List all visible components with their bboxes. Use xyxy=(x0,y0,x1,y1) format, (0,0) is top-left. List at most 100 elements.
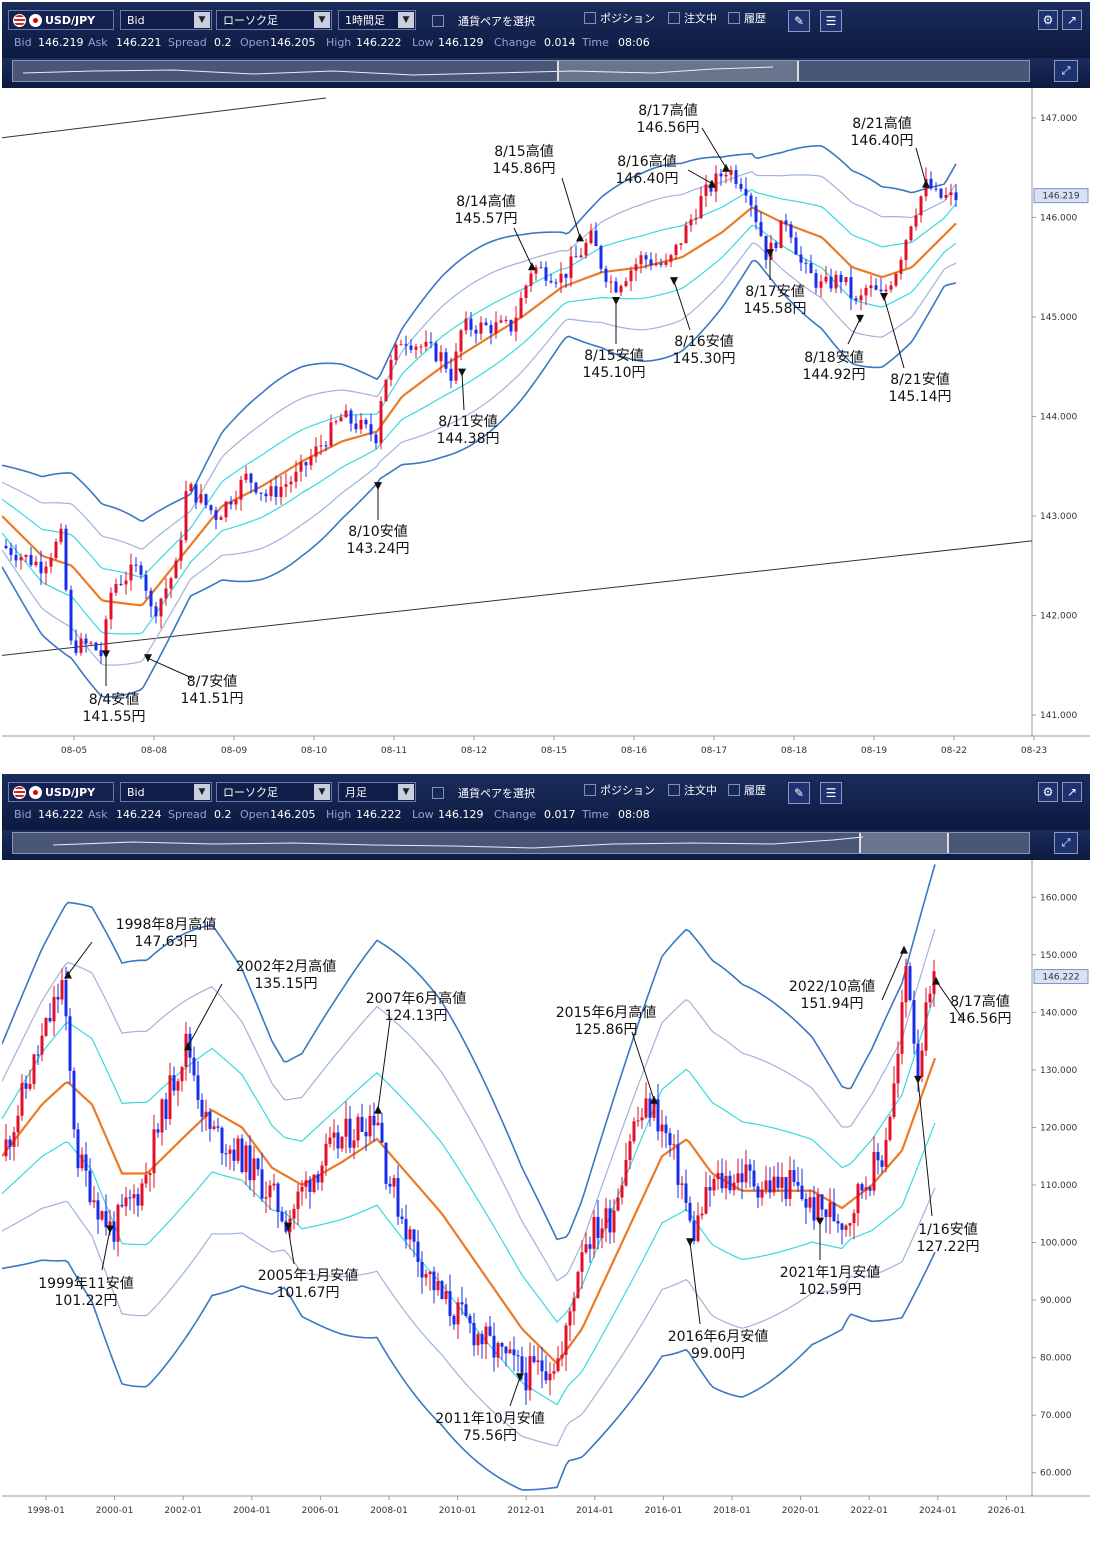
indicator-button[interactable]: ☰ xyxy=(820,782,842,804)
band-line xyxy=(2,1251,936,1491)
checkbox-icon[interactable] xyxy=(432,15,444,27)
chart-type-select[interactable]: ローソク足 ▼ xyxy=(216,782,332,802)
navigator-track[interactable] xyxy=(12,60,1030,82)
candle-body xyxy=(132,1194,136,1199)
change-value: 0.017 xyxy=(544,808,576,821)
pair-select-toggle[interactable]: 通貨ペアを選択 xyxy=(432,785,535,801)
open-label: Open xyxy=(240,808,270,821)
navigator-zoom-button[interactable]: ⤢ xyxy=(1054,832,1078,854)
candle-body xyxy=(12,1132,16,1147)
annotation-arrowhead xyxy=(64,970,72,979)
settings-button[interactable]: ⚙ xyxy=(1038,10,1058,30)
position-toggle[interactable]: ポジション xyxy=(584,10,655,26)
navigator-window[interactable] xyxy=(859,833,949,853)
candle-body xyxy=(76,1129,80,1169)
price-tick-label: 141.000 xyxy=(1040,711,1077,721)
navigator-track[interactable] xyxy=(12,832,1030,854)
history-label: 履歴 xyxy=(744,12,766,25)
annotation-label: 2021年1月安値 xyxy=(780,1265,881,1281)
checkbox-icon[interactable] xyxy=(728,12,740,24)
candle-body xyxy=(379,401,383,444)
price-type-select[interactable]: Bid ▼ xyxy=(120,782,212,802)
jp-flag-icon xyxy=(29,785,42,799)
annotation-arrow xyxy=(687,169,713,185)
popout-button[interactable]: ↗ xyxy=(1062,10,1082,30)
checkbox-icon[interactable] xyxy=(432,787,444,799)
candle-body xyxy=(529,273,533,286)
period-select[interactable]: 1時間足 ▼ xyxy=(338,10,416,30)
candle-body xyxy=(689,219,693,226)
change-value: 0.014 xyxy=(544,36,576,49)
candle-body xyxy=(348,1118,352,1148)
drawing-tool-button[interactable]: ✎ xyxy=(788,782,810,804)
candle-body xyxy=(494,322,498,334)
checkbox-icon[interactable] xyxy=(668,784,680,796)
candle-body xyxy=(668,1133,672,1145)
candle-body xyxy=(516,1355,520,1357)
annotation-arrow xyxy=(147,657,193,679)
candle-body xyxy=(276,1183,280,1213)
date-tick-label: 2018-01 xyxy=(713,1506,751,1516)
candle-body xyxy=(576,1271,580,1299)
us-flag-icon xyxy=(13,785,26,799)
high-value: 146.222 xyxy=(356,36,402,49)
checkbox-icon[interactable] xyxy=(584,12,596,24)
chart-type-select[interactable]: ローソク足 ▼ xyxy=(216,10,332,30)
spread-value: 0.2 xyxy=(214,808,232,821)
navigator-window[interactable] xyxy=(557,61,799,81)
monthly-candlestick-chart[interactable]: 160.000 150.000 140.000 130.000 120.000 110.0… xyxy=(2,860,1090,1538)
checkbox-icon[interactable] xyxy=(584,784,596,796)
list-icon: ☰ xyxy=(825,786,837,800)
candle-body xyxy=(279,486,283,497)
checkbox-icon[interactable] xyxy=(668,12,680,24)
candle-body xyxy=(299,462,303,472)
candle-body xyxy=(188,1033,192,1058)
popout-button[interactable]: ↗ xyxy=(1062,782,1082,802)
history-toggle[interactable]: 履歴 xyxy=(728,10,766,26)
candle-body xyxy=(592,1216,596,1249)
annotation-label: 1/16安値 xyxy=(918,1222,977,1238)
candle-body xyxy=(74,640,78,653)
time-label: Time xyxy=(582,808,609,821)
period-select[interactable]: 月足 ▼ xyxy=(338,782,416,802)
history-toggle[interactable]: 履歴 xyxy=(728,782,766,798)
currency-pair-selector[interactable]: USD/JPY xyxy=(8,10,114,30)
candle-body xyxy=(144,1174,148,1184)
candle-body xyxy=(474,329,478,334)
expand-icon: ⤢ xyxy=(1061,64,1071,77)
navigator-zoom-button[interactable]: ⤢ xyxy=(1054,60,1078,82)
annotation-value: 127.22円 xyxy=(917,1239,980,1255)
currency-pair-selector[interactable]: USD/JPY xyxy=(8,782,114,802)
candle-body xyxy=(534,267,538,274)
candle-body xyxy=(248,1145,252,1181)
candle-body xyxy=(329,422,333,446)
candle-body xyxy=(796,1181,800,1186)
price-tick-label: 120.000 xyxy=(1040,1123,1077,1133)
candle-body xyxy=(824,276,828,282)
candle-body xyxy=(108,1221,112,1228)
annotation-label: 2016年6月安値 xyxy=(668,1329,769,1345)
indicator-button[interactable]: ☰ xyxy=(820,10,842,32)
checkbox-icon[interactable] xyxy=(728,784,740,796)
candle-body xyxy=(14,554,18,561)
pair-select-toggle[interactable]: 通貨ペアを選択 xyxy=(432,13,535,29)
candle-body xyxy=(272,1183,276,1186)
hourly-candlestick-chart[interactable]: 147.000 146.000 145.000 144.000 143.000 142.0… xyxy=(2,88,1090,764)
orders-toggle[interactable]: 注文中 xyxy=(668,10,717,26)
candle-body xyxy=(759,222,763,236)
price-type-select[interactable]: Bid ▼ xyxy=(120,10,212,30)
candle-body xyxy=(496,1343,500,1358)
candle-body xyxy=(28,1084,32,1089)
annotation-arrowhead xyxy=(102,650,110,659)
settings-button[interactable]: ⚙ xyxy=(1038,782,1058,802)
date-tick-label: 2006-01 xyxy=(302,1506,340,1516)
chevron-down-icon: ▼ xyxy=(398,784,414,800)
orders-toggle[interactable]: 注文中 xyxy=(668,782,717,798)
candle-body xyxy=(408,1229,412,1240)
price-tick-label: 60.000 xyxy=(1040,1469,1072,1479)
candle-body xyxy=(240,1138,244,1173)
candle-body xyxy=(394,344,398,360)
drawing-tool-button[interactable]: ✎ xyxy=(788,10,810,32)
candle-body xyxy=(904,240,908,260)
position-toggle[interactable]: ポジション xyxy=(584,782,655,798)
